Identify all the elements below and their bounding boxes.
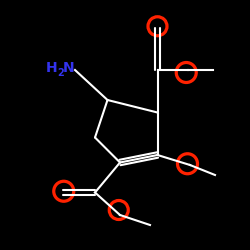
Text: H: H [46,60,57,74]
Text: 2: 2 [58,68,64,78]
Text: N: N [63,60,74,74]
